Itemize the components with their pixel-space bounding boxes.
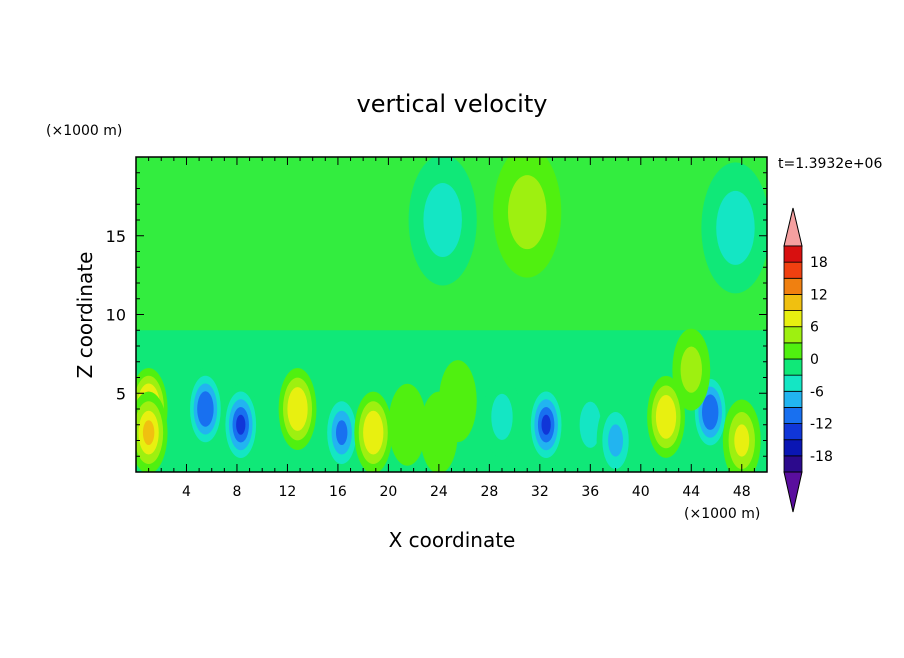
field-contour <box>541 414 551 435</box>
colorbar-extend-max <box>783 207 803 247</box>
colorbar-tick-label: -18 <box>810 449 833 465</box>
x-tick-label: 48 <box>733 484 751 500</box>
field-cell <box>527 383 566 466</box>
field-cell <box>354 391 393 472</box>
field-cell <box>647 375 685 458</box>
field-cell <box>278 368 317 450</box>
colorbar-band <box>783 407 803 424</box>
field-contour <box>660 404 672 430</box>
field-contour <box>491 393 513 441</box>
colorbar-band <box>783 390 803 408</box>
field-contour <box>579 401 602 448</box>
field-contour <box>367 420 379 446</box>
y-tick-label: 15 <box>106 227 126 246</box>
field-cell <box>408 157 477 286</box>
colorbar-tick-label: 18 <box>810 255 828 271</box>
colorbar-band <box>783 439 803 457</box>
field-contour <box>716 190 755 265</box>
x-unit-label: (×1000 m) <box>684 506 760 522</box>
field-contour <box>608 424 624 457</box>
x-tick-label: 16 <box>329 484 347 500</box>
field-contour <box>447 377 469 425</box>
x-axis-label: X coordinate <box>389 528 516 552</box>
x-tick-label: 36 <box>581 484 599 500</box>
field-contour <box>680 346 702 393</box>
field-cell <box>672 328 711 411</box>
colorbar-band <box>783 310 803 328</box>
field-contour <box>335 420 348 446</box>
chart-title: vertical velocity <box>357 90 548 118</box>
field-contour <box>396 401 419 448</box>
colorbar-tick-label: -12 <box>810 417 833 433</box>
colorbar-extend-min <box>783 471 803 513</box>
colorbar-band <box>783 374 803 392</box>
x-tick-label: 28 <box>480 484 498 500</box>
y-tick-label: 5 <box>116 384 126 403</box>
field-cell <box>186 368 225 450</box>
colorbar-band <box>783 245 803 263</box>
field-contour <box>200 398 211 420</box>
x-tick-label: 12 <box>279 484 297 500</box>
x-tick-label: 44 <box>682 484 700 500</box>
field-cell <box>136 391 168 472</box>
colorbar-tick-label: 6 <box>810 320 819 336</box>
field-cell <box>221 383 260 466</box>
field-contour <box>507 175 547 250</box>
field-contour <box>734 424 750 457</box>
field-cell <box>722 399 761 472</box>
colorbar: -18 -12 -6 0 6 12 18 <box>783 207 833 513</box>
field-cell <box>701 162 767 294</box>
colorbar-tick-label: 0 <box>810 352 819 368</box>
x-tick-label: 4 <box>182 484 191 500</box>
x-tick-label: 24 <box>430 484 448 500</box>
x-tick-label: 40 <box>632 484 650 500</box>
x-tick-label: 32 <box>531 484 549 500</box>
x-tick-label: 8 <box>232 484 241 500</box>
colorbar-tick-label: -6 <box>810 384 824 400</box>
field-contour <box>705 402 715 423</box>
field-cell <box>322 391 361 472</box>
colorbar-band <box>783 358 803 376</box>
field-cell <box>691 371 730 454</box>
y-axis-label: Z coordinate <box>73 252 97 379</box>
y-tick-label: 10 <box>106 306 126 325</box>
field-contour <box>423 182 462 258</box>
field-cell <box>483 375 521 458</box>
x-tick-label: 20 <box>379 484 397 500</box>
field-cell <box>388 383 427 466</box>
colorbar-band <box>783 294 803 311</box>
colorbar-band <box>783 342 803 360</box>
colorbar-band <box>783 423 803 441</box>
field-contour <box>142 420 155 446</box>
field-contour <box>291 396 304 422</box>
colorbar-band <box>783 261 803 279</box>
colorbar-band <box>783 455 803 473</box>
field-contour <box>236 414 246 435</box>
field-cell <box>438 360 477 443</box>
colorbar-band <box>783 277 803 295</box>
y-unit-label: (×1000 m) <box>46 123 122 139</box>
field-cell <box>596 399 635 472</box>
field-cell <box>493 157 562 278</box>
colorbar-band <box>783 326 803 344</box>
velocity-field <box>136 157 767 472</box>
time-label: t=1.3932e+06 <box>778 156 882 172</box>
colorbar-tick-label: 12 <box>810 287 828 303</box>
